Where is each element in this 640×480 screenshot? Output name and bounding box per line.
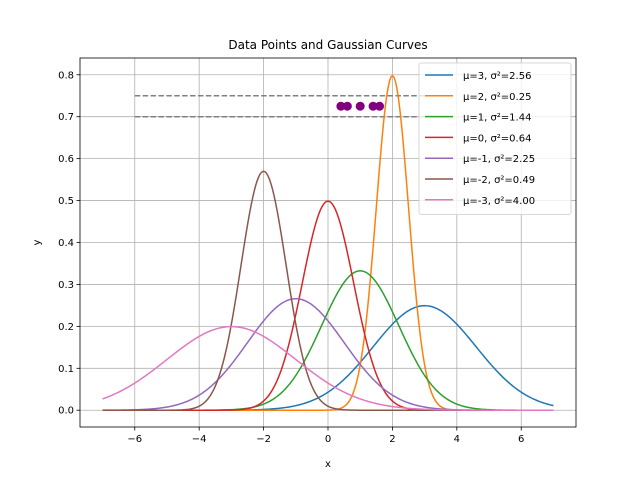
x-tick-label: 2 <box>389 434 395 445</box>
legend-box <box>418 62 572 216</box>
legend-label: μ=2, σ²=0.25 <box>463 92 531 103</box>
data-points <box>336 101 385 111</box>
legend-label: μ=0, σ²=0.64 <box>463 133 531 144</box>
ticks: −6 −4 −2 0 2 4 6 0.0 0.1 0.2 0.3 0.4 0.5 0.6 0.7 0.8 <box>58 70 524 445</box>
data-point <box>355 101 365 111</box>
legend-label: μ=-1, σ²=2.25 <box>463 154 535 165</box>
x-tick-label: 4 <box>454 434 460 445</box>
y-tick-label: 0.5 <box>58 196 74 207</box>
x-tick-label: −2 <box>256 434 271 445</box>
reference-lines <box>134 94 425 118</box>
data-point <box>336 101 346 111</box>
legend-label: μ=-2, σ²=0.49 <box>463 175 535 186</box>
y-tick-label: 0.1 <box>58 364 74 375</box>
y-tick-label: 0.7 <box>58 112 74 123</box>
legend-label: μ=1, σ²=1.44 <box>463 113 531 124</box>
x-axis-label: x <box>325 459 331 470</box>
chart-title: Data Points and Gaussian Curves <box>228 38 427 52</box>
x-tick-label: −4 <box>192 434 207 445</box>
y-tick-label: 0.8 <box>58 70 74 81</box>
data-point <box>375 101 385 111</box>
y-tick-label: 0.0 <box>58 406 74 417</box>
x-tick-label: 6 <box>518 434 524 445</box>
y-tick-label: 0.6 <box>58 154 74 165</box>
y-tick-label: 0.3 <box>58 280 74 291</box>
y-tick-label: 0.4 <box>58 238 74 249</box>
legend-label: μ=-3, σ²=4.00 <box>463 196 535 207</box>
legend-label: μ=3, σ²=2.56 <box>463 71 531 82</box>
x-tick-label: −6 <box>127 434 142 445</box>
data-point <box>368 101 378 111</box>
y-tick-label: 0.2 <box>58 322 74 333</box>
data-point <box>342 101 352 111</box>
x-tick-label: 0 <box>325 434 331 445</box>
curves <box>102 74 554 411</box>
series-line <box>102 325 554 411</box>
legend: μ=3, σ²=2.56 μ=2, σ²=0.25 μ=1, σ²=1.44 μ=0,… <box>418 62 572 216</box>
y-axis-label: y <box>32 239 43 245</box>
